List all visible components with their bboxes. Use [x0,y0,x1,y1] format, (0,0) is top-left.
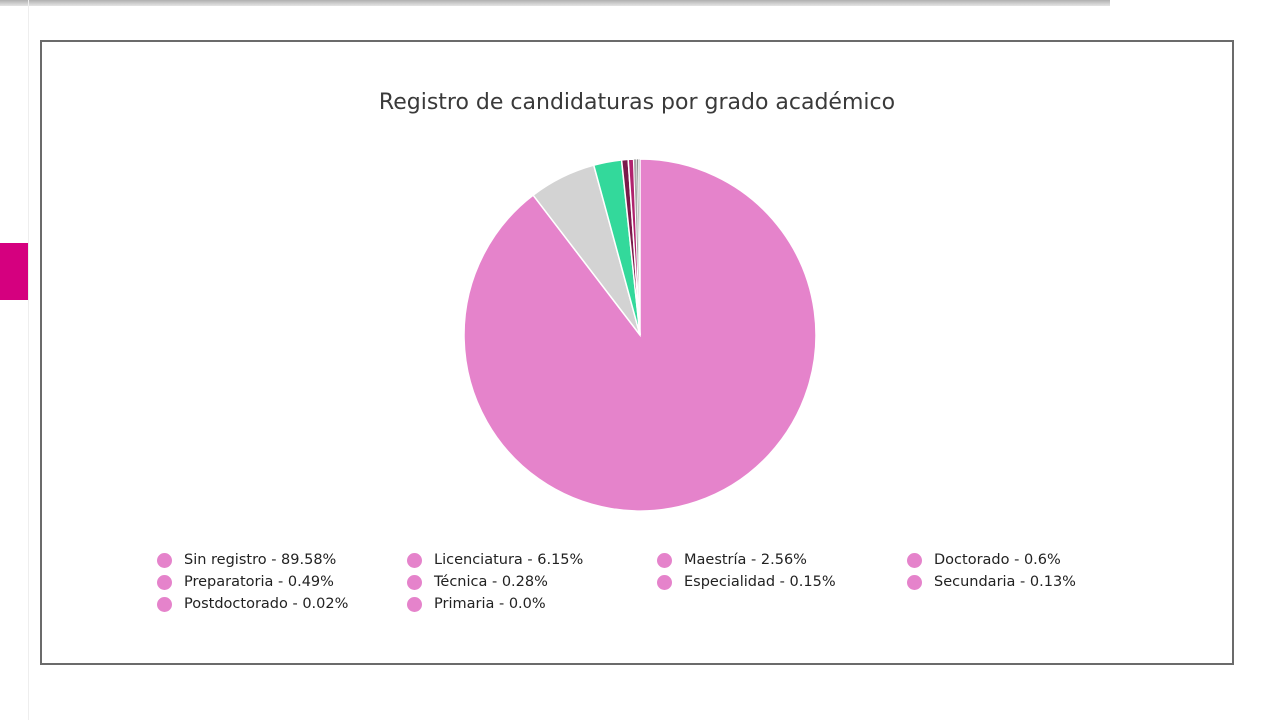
legend-item[interactable]: Primaria - 0.0% [407,596,546,612]
legend-label: Especialidad - 0.15% [684,574,836,590]
legend-label: Licenciatura - 6.15% [434,552,584,568]
legend-dot-icon [407,552,422,568]
legend-item[interactable]: Secundaria - 0.13% [907,574,1076,590]
legend-item[interactable]: Técnica - 0.28% [407,574,548,590]
top-strip [0,0,1110,6]
left-divider [28,0,29,720]
chart-title: Registro de candidaturas por grado acadé… [378,90,896,115]
legend-item[interactable]: Preparatoria - 0.49% [157,574,334,590]
legend-label: Secundaria - 0.13% [934,574,1076,590]
chart-panel: Registro de candidaturas por grado acadé… [40,40,1234,665]
legend-dot-icon [157,574,172,590]
legend-label: Técnica - 0.28% [434,574,548,590]
legend-dot-icon [657,552,672,568]
legend-label: Sin registro - 89.58% [184,552,337,568]
legend-dot-icon [907,574,922,590]
legend-item[interactable]: Maestría - 2.56% [657,552,807,568]
legend-item[interactable]: Postdoctorado - 0.02% [157,596,348,612]
pie-chart [463,158,817,512]
legend-label: Doctorado - 0.6% [934,552,1061,568]
legend-item[interactable]: Sin registro - 89.58% [157,552,336,568]
legend-item[interactable]: Licenciatura - 6.15% [407,552,583,568]
legend-dot-icon [407,596,422,612]
legend-label: Preparatoria - 0.49% [184,574,334,590]
legend-item[interactable]: Doctorado - 0.6% [907,552,1061,568]
legend-dot-icon [157,596,172,612]
legend-item[interactable]: Especialidad - 0.15% [657,574,836,590]
legend-dot-icon [907,552,922,568]
legend-label: Postdoctorado - 0.02% [184,596,349,612]
accent-tab [0,243,28,300]
legend-dot-icon [407,574,422,590]
legend-label: Maestría - 2.56% [684,552,807,568]
legend-label: Primaria - 0.0% [434,596,546,612]
legend-dot-icon [657,574,672,590]
legend-dot-icon [157,552,172,568]
